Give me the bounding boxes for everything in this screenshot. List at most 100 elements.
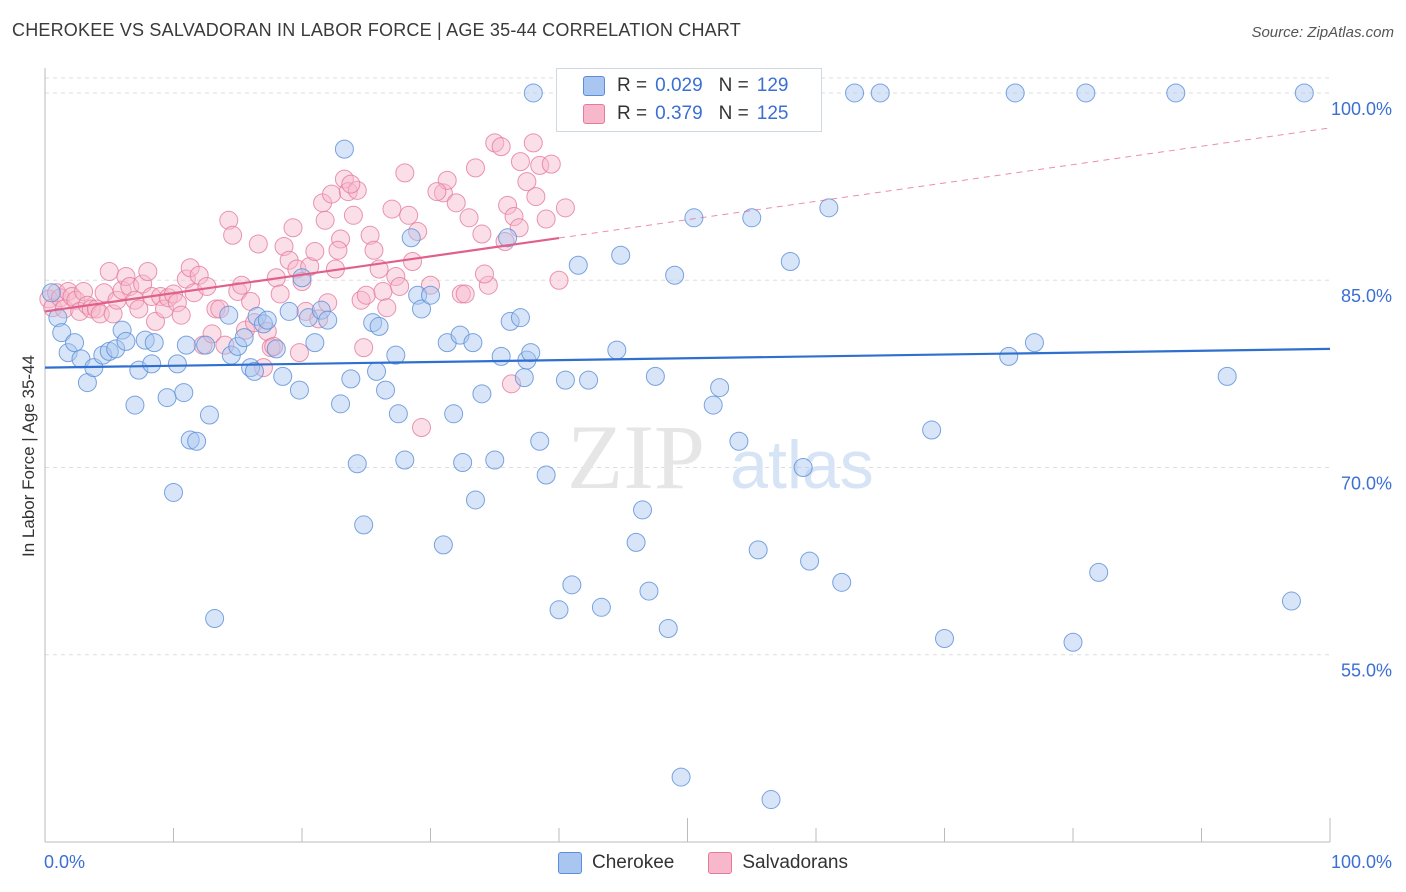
salvadoran-point [555, 198, 575, 218]
legend-item-salvadorans[interactable]: Salvadorans [708, 852, 848, 874]
cherokee-point [395, 450, 415, 470]
cherokee-point [363, 313, 383, 333]
salvadoran-trend-extension [558, 127, 1331, 239]
salvadoran-point [354, 338, 374, 358]
trend-lines [44, 127, 1331, 369]
y-tick-label: 55.0% [1341, 661, 1392, 681]
cherokee-point [819, 198, 839, 218]
cherokee-point [935, 629, 954, 649]
cherokee-point [347, 454, 367, 474]
cherokee-point [1089, 562, 1109, 582]
salvadoran-point [167, 293, 187, 313]
cherokee-point [354, 515, 374, 535]
cherokee-point [247, 306, 267, 326]
y-tick-label: 100.0% [1331, 99, 1392, 119]
cherokee-point [125, 395, 145, 415]
salvadoran-point [491, 137, 511, 157]
cherokee-points [41, 83, 1314, 810]
cherokee-point [444, 404, 464, 424]
salvadoran-point [351, 290, 371, 310]
salvadoran-trend-line [44, 236, 560, 313]
cherokee-point [112, 320, 132, 340]
cherokee-swatch [583, 76, 605, 96]
salvadoran-swatch [708, 852, 733, 874]
cherokee-point [514, 368, 534, 388]
r-label: R = [617, 103, 648, 124]
cherokee-point [748, 540, 768, 560]
salvadoran-point [116, 266, 136, 286]
cherokee-point [710, 378, 730, 398]
cherokee-point [106, 339, 126, 359]
cherokee-point [199, 405, 219, 425]
watermark-zip: ZIP [567, 406, 705, 508]
cherokee-point [633, 500, 653, 520]
cherokee-point [465, 490, 485, 510]
salvadoran-point [478, 275, 498, 295]
cherokee-point [453, 452, 473, 472]
legend-item-cherokee[interactable]: Cherokee [557, 852, 674, 874]
salvadoran-point [356, 285, 376, 305]
cherokee-point [421, 285, 440, 305]
salvadoran-point [305, 242, 325, 262]
cherokee-point [144, 333, 164, 353]
salvadoran-point [341, 174, 361, 194]
x-tick-label-min: 0.0% [44, 852, 85, 872]
salvadoran-point [412, 418, 432, 438]
cherokee-point [174, 383, 194, 403]
salvadoran-point [395, 163, 415, 183]
salvadoran-point [446, 193, 466, 213]
salvadoran-point [523, 133, 543, 153]
salvadoran-point [474, 264, 494, 284]
salvadoran-point [328, 240, 348, 260]
salvadoran-point [360, 225, 380, 245]
r-label: R = [617, 75, 648, 96]
cherokee-point [318, 310, 338, 330]
cherokee-point [703, 395, 723, 415]
axes [44, 68, 1331, 843]
legend-row-salvadorans: R = 0.379 N = 125 [583, 102, 804, 126]
cherokee-point [142, 354, 162, 374]
cherokee-point [555, 370, 575, 390]
cherokee-point [341, 369, 361, 389]
cherokee-point [305, 333, 325, 353]
cherokee-point [607, 340, 627, 360]
salvadoran-point [189, 265, 209, 285]
cherokee-point [671, 767, 691, 787]
n-label: N = [718, 75, 749, 96]
cherokee-point [1005, 83, 1025, 103]
cherokee-point [157, 388, 177, 408]
cherokee-point [665, 265, 685, 285]
cherokee-point [645, 366, 665, 386]
stats-legend: R = 0.029 N = 129 R = 0.379 N = 125 [556, 68, 822, 132]
cherokee-point [472, 384, 492, 404]
cherokee-point [376, 380, 396, 400]
salvadoran-point [171, 305, 191, 325]
cherokee-point [1281, 591, 1301, 611]
salvadoran-point [399, 205, 419, 225]
salvadoran-point [223, 225, 243, 245]
salvadoran-point [536, 209, 556, 229]
cherokee-point [241, 358, 261, 378]
cherokee-point [536, 465, 556, 485]
salvadoran-point [472, 224, 492, 244]
legend-label-salvadorans: Salvadorans [742, 852, 848, 873]
salvadoran-point [322, 184, 342, 204]
cherokee-point [999, 346, 1019, 366]
cherokee-point [591, 597, 611, 617]
salvadoran-point [386, 266, 406, 286]
salvadoran-point [138, 261, 158, 281]
salvadoran-point [315, 210, 335, 230]
salvadoran-point [343, 205, 363, 225]
salvadoran-swatch [583, 104, 605, 124]
salvadoran-point [541, 154, 561, 174]
cherokee-point [793, 457, 813, 477]
cherokee-point [1063, 632, 1083, 652]
chart-title: CHEROKEE VS SALVADORAN IN LABOR FORCE | … [12, 20, 741, 40]
cherokee-point [549, 600, 569, 620]
x-tick-label-max: 100.0% [1331, 852, 1392, 872]
cherokee-point [780, 252, 800, 271]
cherokee-point [530, 431, 550, 451]
salvadoran-point [99, 261, 119, 281]
n-value: 125 [756, 103, 789, 124]
salvadoran-point [129, 299, 149, 319]
